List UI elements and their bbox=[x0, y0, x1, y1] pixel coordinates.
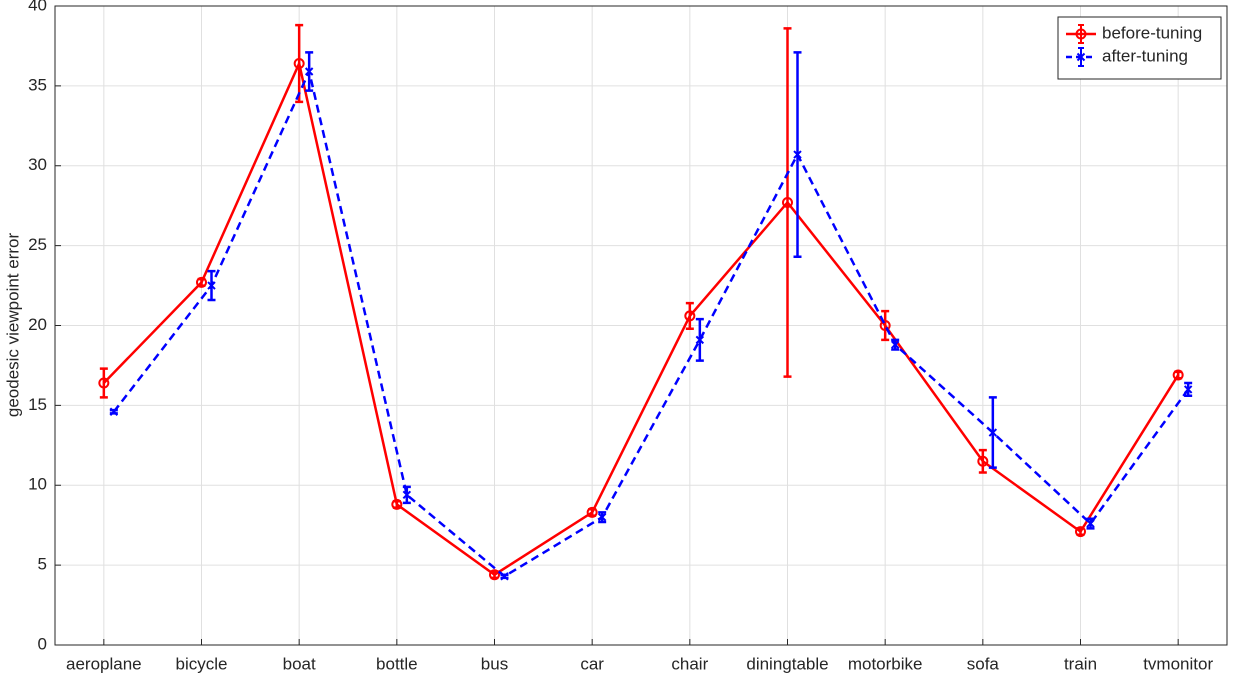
point bbox=[1086, 519, 1095, 528]
x-tick-label: bicycle bbox=[176, 654, 228, 673]
series-line bbox=[112, 67, 1190, 578]
legend-label: after-tuning bbox=[1102, 46, 1188, 65]
x-tick-label: diningtable bbox=[746, 654, 828, 673]
point bbox=[500, 572, 509, 581]
y-tick-label: 5 bbox=[38, 555, 47, 574]
error-bar bbox=[783, 27, 792, 378]
point bbox=[207, 281, 216, 290]
y-tick-label: 40 bbox=[28, 0, 47, 14]
y-tick-label: 25 bbox=[28, 235, 47, 254]
legend-marker bbox=[1075, 28, 1087, 40]
x-tick-label: train bbox=[1064, 654, 1097, 673]
point bbox=[1172, 369, 1184, 381]
x-tick-label: bus bbox=[481, 654, 508, 673]
point bbox=[879, 320, 891, 331]
x-tick-label: aeroplane bbox=[66, 654, 142, 673]
point bbox=[196, 276, 207, 288]
y-tick-label: 20 bbox=[28, 315, 47, 334]
point bbox=[782, 196, 793, 208]
point bbox=[977, 455, 989, 467]
x-tick-label: car bbox=[580, 654, 604, 673]
point bbox=[890, 340, 900, 349]
x-tick-label: boat bbox=[283, 654, 316, 673]
error-bar bbox=[685, 301, 694, 330]
axes-box bbox=[54, 5, 1228, 646]
legend-marker bbox=[1076, 52, 1086, 62]
point bbox=[1075, 526, 1086, 538]
point bbox=[391, 498, 403, 510]
point bbox=[793, 150, 802, 159]
point bbox=[304, 67, 314, 76]
x-tick-label: sofa bbox=[967, 654, 1000, 673]
y-axis-label: geodesic viewpoint error bbox=[3, 233, 22, 418]
point bbox=[695, 335, 705, 345]
point bbox=[586, 506, 598, 518]
legend-box bbox=[1057, 16, 1222, 80]
y-tick-label: 30 bbox=[28, 155, 47, 174]
point bbox=[1183, 385, 1193, 394]
error-bar bbox=[881, 309, 890, 342]
error-bar bbox=[295, 23, 304, 104]
point bbox=[684, 310, 696, 322]
x-tick-label: tvmonitor bbox=[1143, 654, 1213, 673]
x-tick-label: bottle bbox=[376, 654, 418, 673]
point bbox=[98, 377, 110, 389]
point bbox=[402, 490, 412, 500]
x-tick-label: chair bbox=[671, 654, 708, 673]
x-tick-label: motorbike bbox=[848, 654, 923, 673]
y-tick-label: 10 bbox=[28, 475, 47, 494]
legend-errorbar bbox=[1078, 24, 1084, 44]
point bbox=[109, 407, 119, 416]
y-tick-label: 35 bbox=[28, 75, 47, 94]
point bbox=[597, 512, 607, 522]
error-bar bbox=[978, 448, 987, 474]
point bbox=[293, 58, 305, 70]
error-bar bbox=[99, 367, 108, 399]
point bbox=[489, 569, 500, 581]
point bbox=[988, 428, 998, 437]
series-line bbox=[102, 59, 1180, 577]
y-tick-label: 15 bbox=[28, 395, 47, 414]
legend-label: before-tuning bbox=[1102, 23, 1202, 42]
y-tick-label: 0 bbox=[38, 634, 47, 653]
